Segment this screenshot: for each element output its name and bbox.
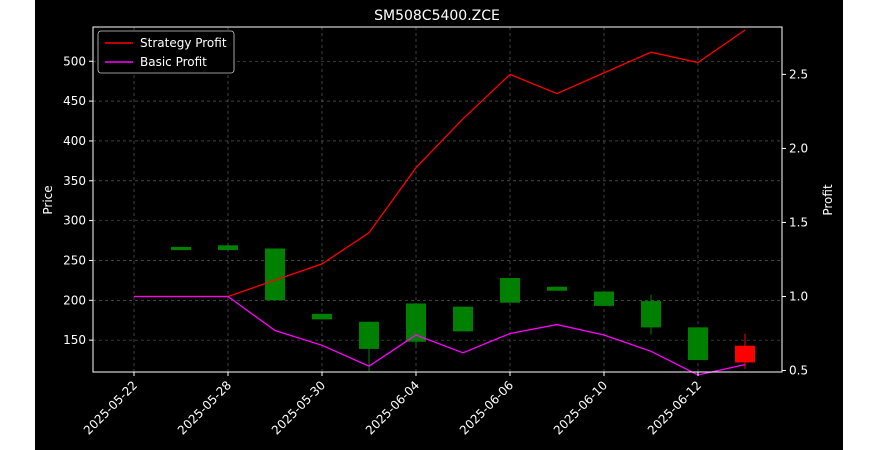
right-tick-label: 2.5 — [789, 67, 808, 81]
y-axis-left-label: Price — [41, 185, 55, 214]
candle-body — [594, 291, 614, 306]
profit-line — [134, 295, 746, 376]
right-tick-label: 1.5 — [789, 215, 808, 229]
x-tick-label: 2025-05-30 — [269, 378, 328, 437]
line-layer — [134, 29, 746, 376]
y-axis-right-label: Profit — [821, 184, 835, 216]
candle-body — [500, 277, 520, 303]
left-tick-label: 250 — [63, 253, 86, 267]
right-tick-label: 0.5 — [789, 364, 808, 378]
candle-body — [171, 246, 191, 251]
right-tick-label: 2.0 — [789, 141, 808, 155]
profit-line — [134, 29, 746, 298]
candle-body — [547, 286, 567, 291]
right-tick-label: 1.0 — [789, 289, 808, 303]
candle-body — [453, 306, 473, 332]
candle-body — [265, 248, 285, 301]
candle-body — [688, 327, 708, 361]
x-tick-label: 2025-05-28 — [175, 378, 234, 437]
left-tick-label: 500 — [63, 54, 86, 68]
candle-layer — [171, 245, 755, 372]
x-tick-label: 2025-06-12 — [645, 378, 704, 437]
axis-layer: 150 200 250 300 350 400 450 500 0.5 1.0 1.5 2.0 2.5 2… — [63, 54, 808, 437]
left-tick-label: 150 — [63, 333, 86, 347]
legend-strategy-label: Strategy Profit — [140, 36, 227, 50]
left-tick-label: 350 — [63, 174, 86, 188]
left-tick-label: 450 — [63, 94, 86, 108]
candle-body — [359, 321, 379, 349]
left-tick-label: 300 — [63, 214, 86, 228]
grid-layer — [93, 27, 782, 372]
x-tick-label: 2025-06-10 — [551, 378, 610, 437]
candle-body — [406, 303, 426, 342]
x-tick-label: 2025-05-22 — [81, 378, 140, 437]
candle-body — [735, 345, 755, 363]
legend: Strategy Profit Basic Profit — [97, 30, 235, 74]
x-tick-label: 2025-06-04 — [363, 378, 422, 437]
chart-title: SM508C5400.ZCE — [374, 8, 500, 24]
candle-body — [641, 301, 661, 328]
chart-figure: 150 200 250 300 350 400 450 500 0.5 1.0 1.5 2.0 2.5 2… — [35, 0, 843, 450]
x-tick-label: 2025-06-06 — [457, 378, 516, 437]
candlestick-profit-chart: 150 200 250 300 350 400 450 500 0.5 1.0 1.5 2.0 2.5 2… — [41, 8, 835, 437]
left-tick-label: 200 — [63, 293, 86, 307]
legend-basic-label: Basic Profit — [140, 55, 207, 69]
candle-body — [218, 245, 238, 251]
candle-body — [312, 313, 332, 320]
left-tick-label: 400 — [63, 134, 86, 148]
plot-frame — [92, 26, 783, 373]
